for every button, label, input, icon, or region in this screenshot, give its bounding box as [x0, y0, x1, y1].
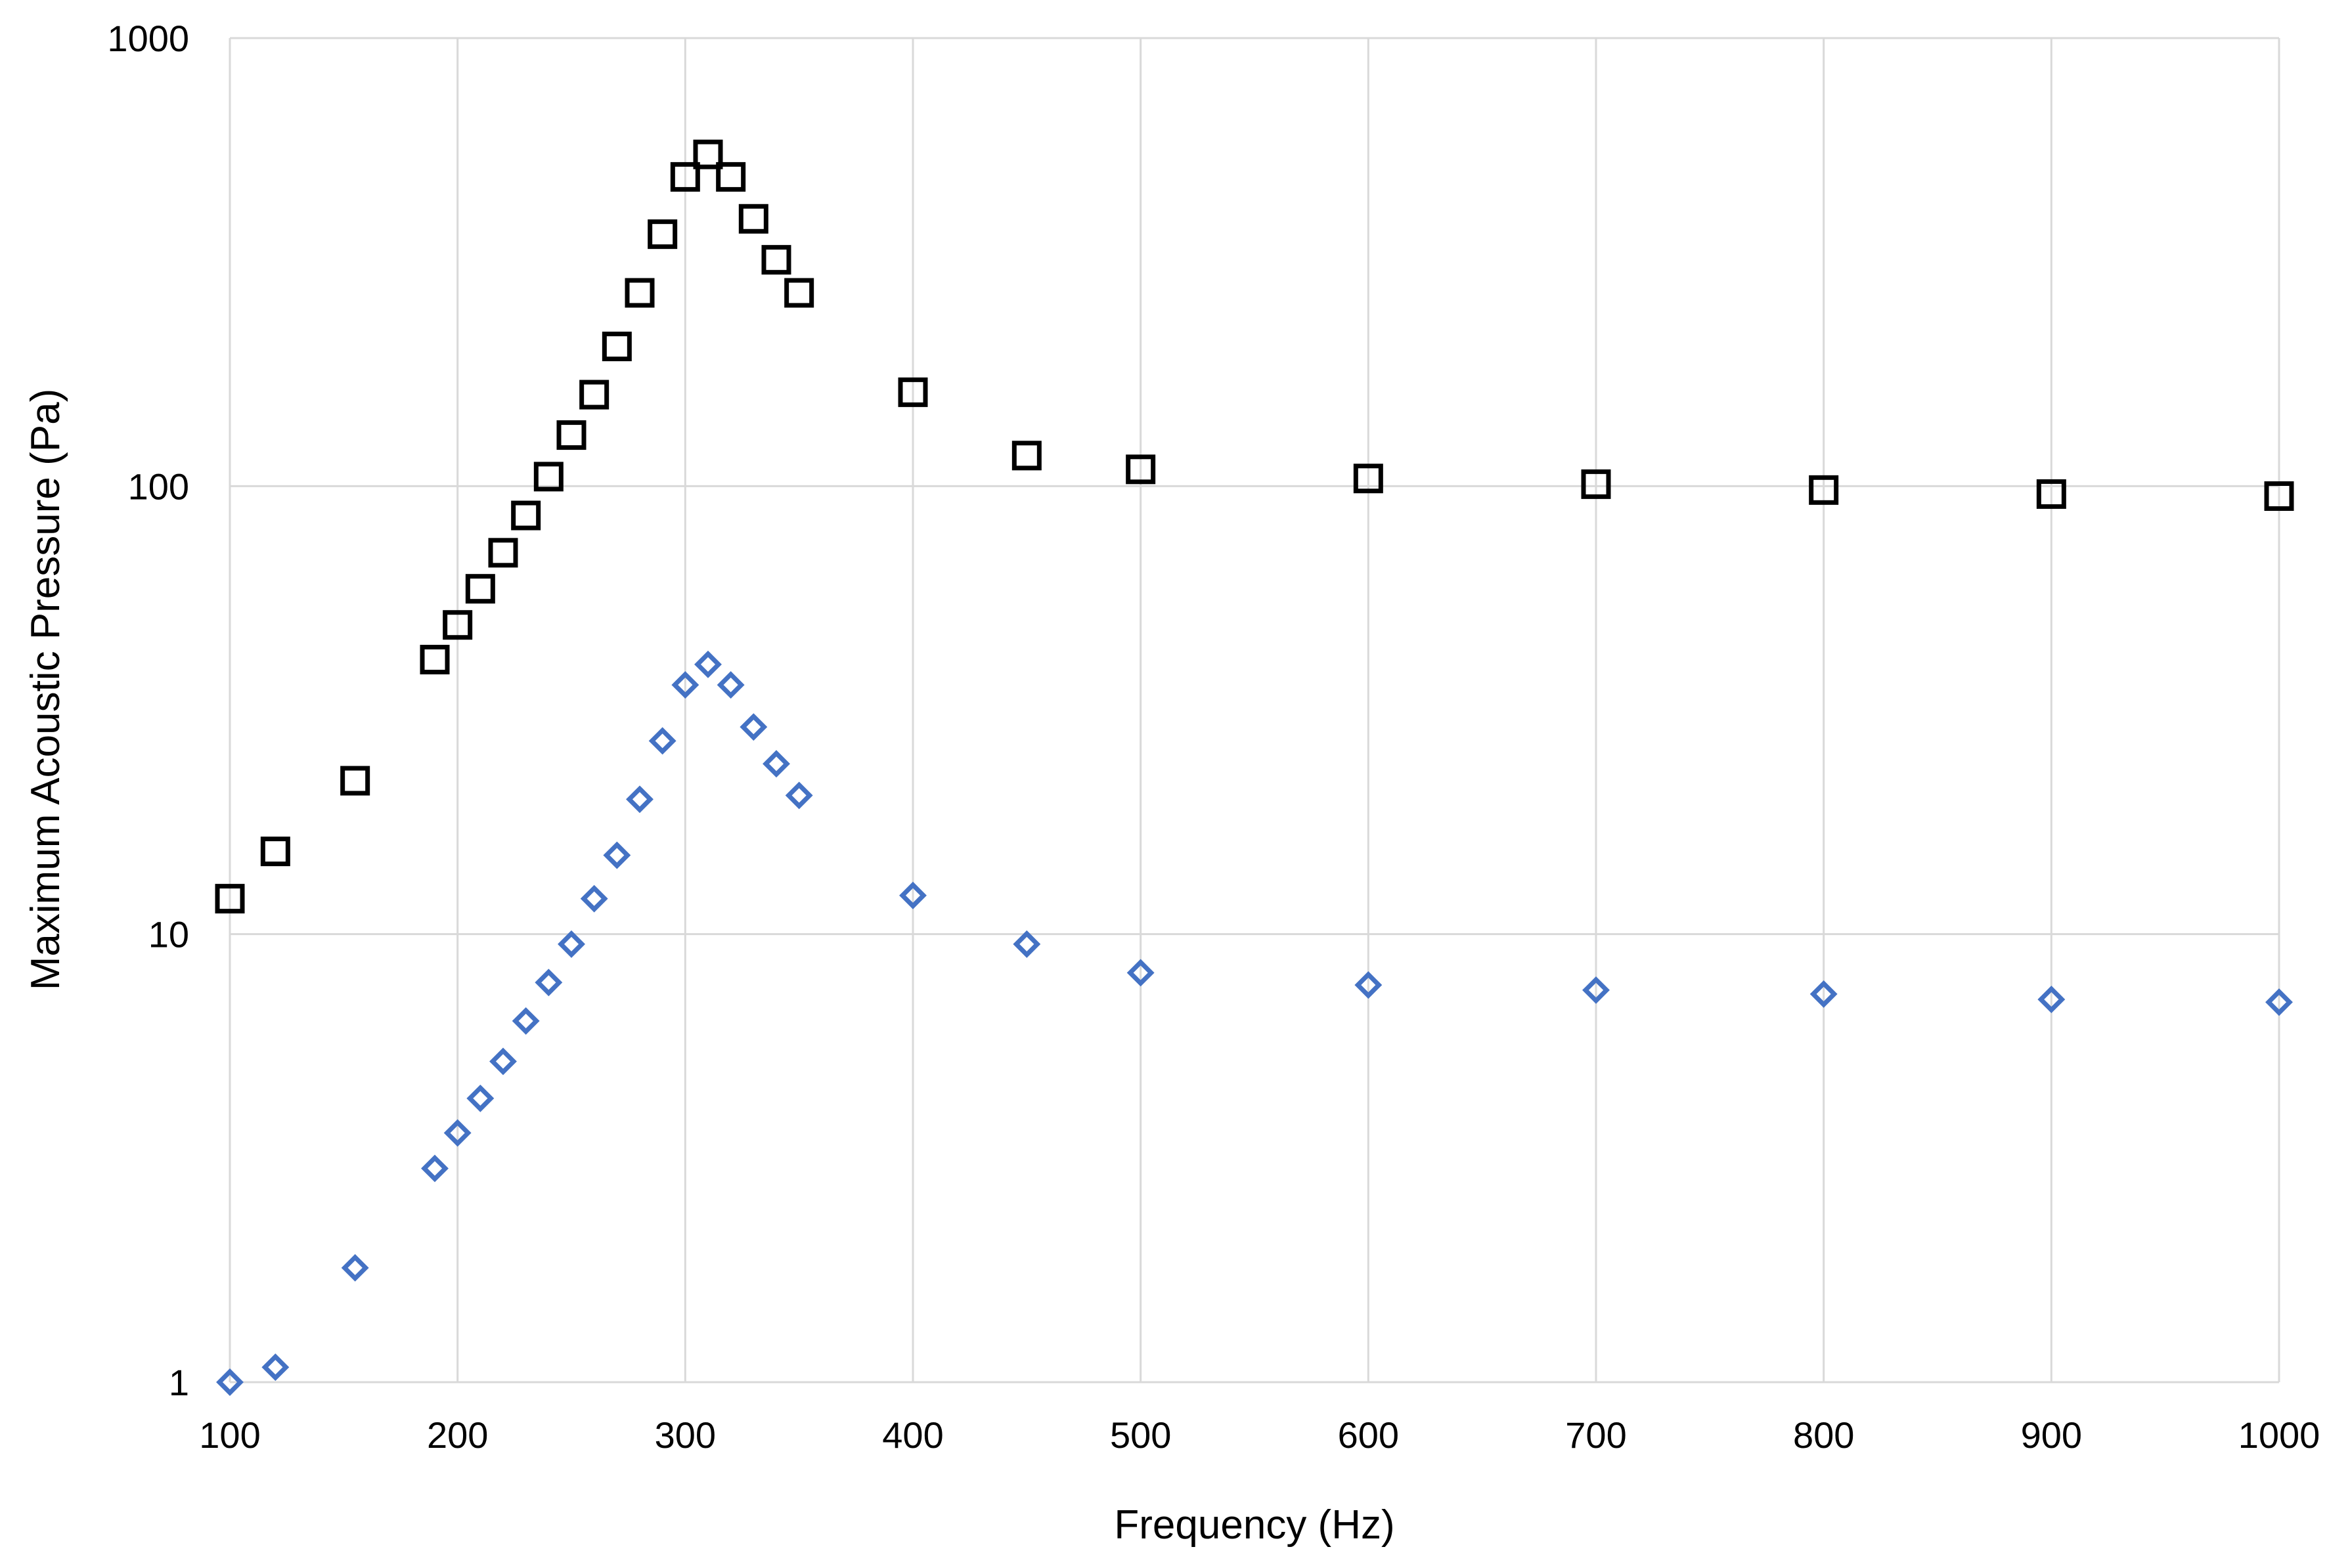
x-tick-label: 700	[1565, 1414, 1626, 1456]
diamond-point	[216, 1368, 244, 1396]
square-point	[579, 380, 610, 410]
diamond-point	[1354, 971, 1383, 999]
y-tick-label: 1000	[107, 18, 189, 59]
series-2	[216, 650, 2293, 1396]
square-point	[556, 420, 587, 450]
diamond-point	[1809, 980, 1838, 1008]
square-point	[340, 766, 370, 796]
diamond-point	[341, 1253, 369, 1282]
axes: 100 200 300 400 500 600 700 800 900 1000 1 10 100 100…	[107, 18, 2320, 1456]
diamond-point	[785, 781, 813, 810]
diamond-point	[535, 969, 563, 997]
square-point	[443, 610, 473, 640]
x-axis-title: Frequency (Hz)	[1114, 1502, 1394, 1548]
square-point	[420, 645, 450, 675]
x-tick-label: 600	[1338, 1414, 1399, 1456]
square-point	[260, 837, 290, 867]
diamond-point	[261, 1353, 290, 1382]
diamond-point	[1582, 976, 1610, 1004]
square-point	[533, 462, 564, 492]
square-point	[738, 204, 768, 234]
diamond-point	[694, 650, 722, 678]
diamond-point	[648, 727, 676, 755]
x-tick-label: 400	[882, 1414, 943, 1456]
square-point	[1126, 454, 1156, 485]
square-point	[648, 219, 678, 250]
diamond-point	[558, 930, 585, 958]
x-tick-label: 500	[1110, 1414, 1171, 1456]
diamond-point	[899, 881, 927, 909]
diamond-point	[421, 1154, 449, 1183]
diamond-point	[1126, 959, 1155, 987]
square-point	[511, 500, 541, 531]
diamond-point	[580, 884, 608, 913]
square-point	[1581, 469, 1611, 499]
square-point	[761, 245, 791, 275]
data-series	[215, 139, 2294, 1396]
diamond-point	[763, 750, 790, 778]
diamond-point	[466, 1084, 495, 1112]
x-tick-label: 200	[427, 1414, 488, 1456]
square-point	[465, 574, 495, 604]
x-tick-label: 100	[199, 1414, 260, 1456]
x-tick-label: 1000	[2238, 1414, 2320, 1456]
diamond-point	[603, 841, 631, 869]
diamond-point	[717, 671, 745, 699]
square-point	[1809, 475, 1839, 505]
x-tick-label: 800	[1793, 1414, 1854, 1456]
square-point	[488, 538, 518, 568]
diamond-point	[443, 1119, 472, 1147]
grid	[230, 37, 2280, 1382]
y-tick-label: 100	[128, 466, 189, 507]
square-point	[625, 278, 655, 308]
square-point	[215, 884, 245, 914]
square-point	[2264, 481, 2294, 512]
diamond-point	[626, 785, 654, 814]
x-tick-label: 300	[655, 1414, 716, 1456]
diamond-point	[740, 713, 768, 741]
diamond-point	[671, 671, 699, 699]
square-point	[1011, 441, 1042, 471]
series-1	[215, 139, 2294, 914]
diamond-point	[2265, 988, 2293, 1016]
y-tick-label: 1	[169, 1362, 189, 1403]
diamond-point	[2037, 986, 2066, 1014]
diamond-point	[512, 1007, 540, 1035]
diamond-point	[1013, 930, 1041, 958]
square-point	[2036, 479, 2066, 509]
square-point	[693, 139, 723, 169]
square-point	[716, 162, 746, 192]
x-tick-label: 900	[2021, 1414, 2082, 1456]
square-point	[898, 377, 928, 407]
y-axis-title: Maximum Acoustic Pressure (Pa)	[23, 389, 68, 990]
square-point	[1353, 464, 1383, 494]
square-point	[670, 162, 700, 192]
y-tick-label: 10	[148, 914, 189, 955]
square-point	[602, 332, 632, 362]
square-point	[784, 278, 814, 308]
diamond-point	[489, 1047, 517, 1076]
